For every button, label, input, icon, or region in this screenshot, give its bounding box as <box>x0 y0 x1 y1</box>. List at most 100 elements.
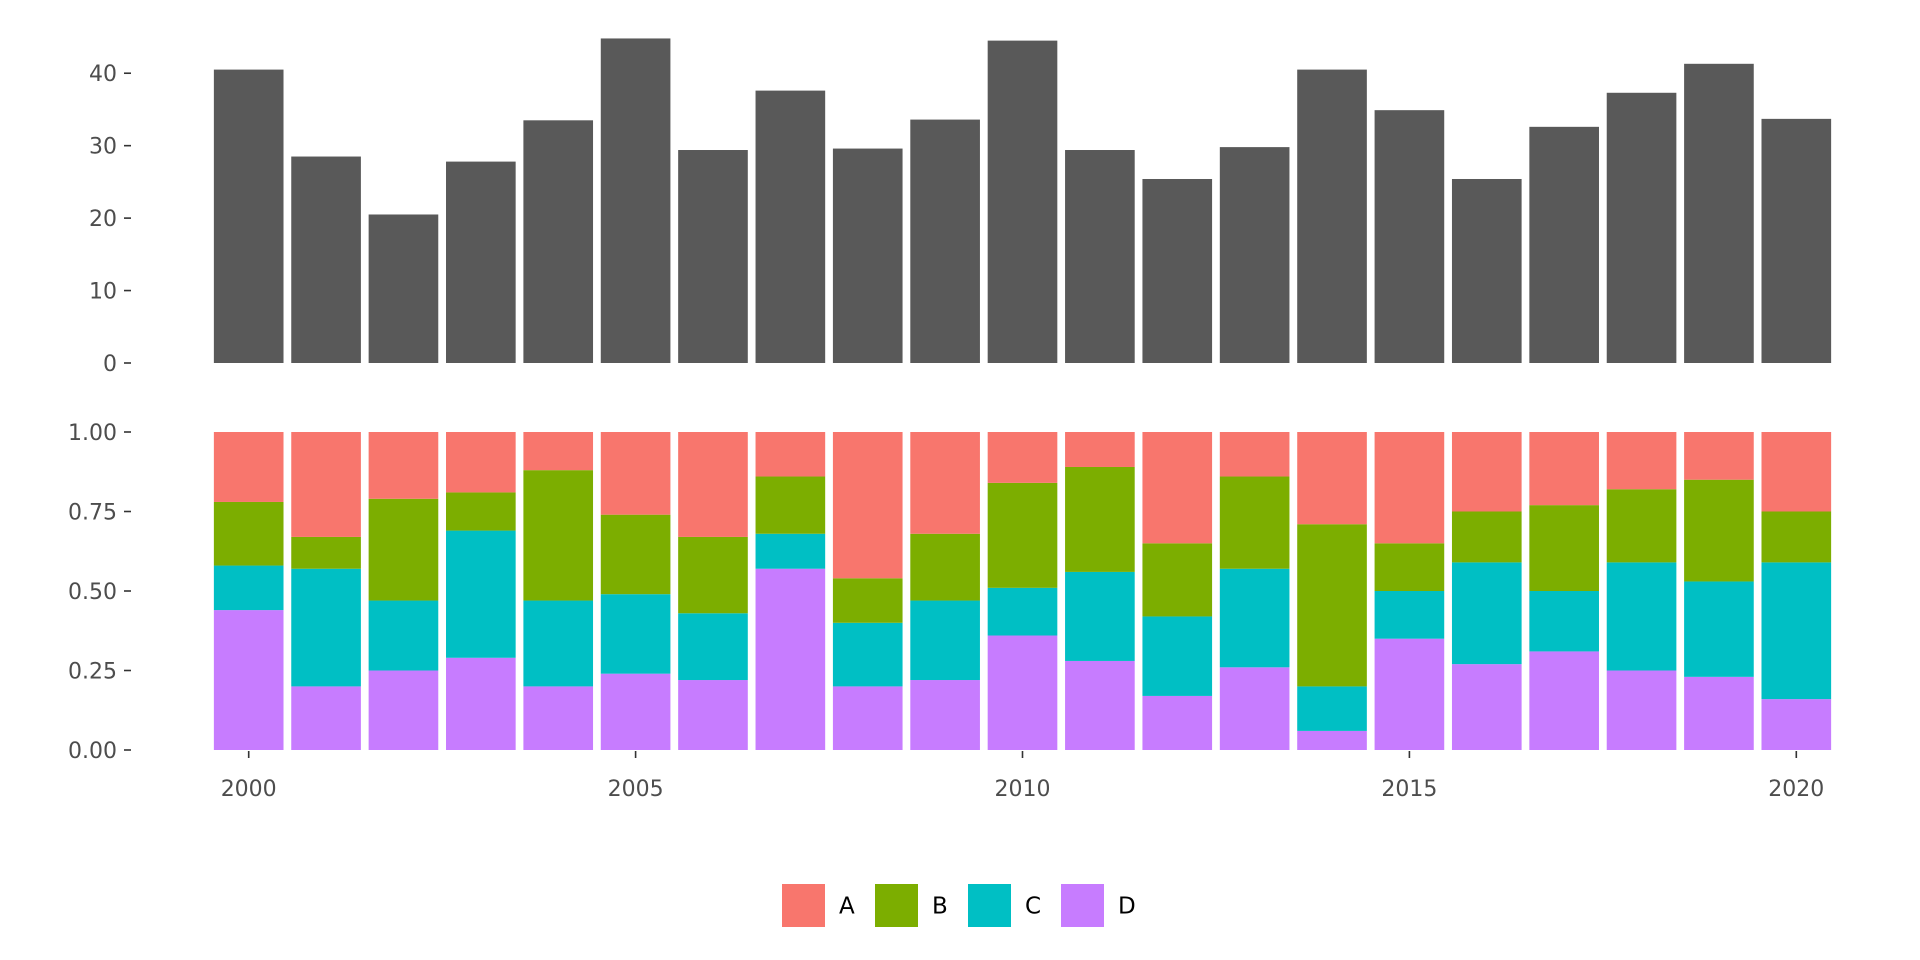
legend: A B C D <box>782 884 1136 927</box>
top-bar-2019 <box>1684 63 1754 363</box>
top-bar-2017 <box>1529 126 1599 363</box>
stacked-bar-2008-B <box>832 578 903 623</box>
top-y-tick-label: 20 <box>89 207 117 232</box>
stacked-bar-2000-D <box>213 610 284 750</box>
stacked-bar-2018-C <box>1606 562 1677 671</box>
stacked-bar-2007-A <box>755 432 826 477</box>
stacked-bar-2011-B <box>1065 466 1135 572</box>
top-bar-2012 <box>1142 178 1213 363</box>
stacked-bar-2008-D <box>832 686 903 750</box>
top-bar-2011 <box>1065 150 1135 363</box>
bottom-y-tick-label: 0.25 <box>68 660 117 685</box>
legend-label-C: C <box>1025 894 1041 920</box>
stacked-bar-2004-D <box>523 686 594 750</box>
stacked-bar-2020-C <box>1761 562 1832 700</box>
stacked-bar-2002-B <box>368 498 439 601</box>
top-y-tick-label: 0 <box>103 352 117 377</box>
x-tick-label: 2020 <box>1768 777 1824 802</box>
stacked-bar-2018-D <box>1606 670 1677 750</box>
stacked-bar-2009-C <box>910 600 980 681</box>
stacked-bar-2013-C <box>1219 568 1290 668</box>
stacked-bar-2010-D <box>987 635 1058 750</box>
x-tick-label: 2010 <box>995 777 1051 802</box>
x-axis: 2000 2005 2010 2015 2020 <box>221 751 1824 802</box>
stacked-bar-2018-A <box>1606 432 1677 490</box>
stacked-bar-2013-B <box>1219 476 1290 569</box>
stacked-bar-2012-B <box>1142 543 1213 617</box>
stacked-bar-2016-A <box>1451 432 1522 512</box>
legend-label-A: A <box>839 894 855 920</box>
top-bar-2002 <box>368 214 439 363</box>
stacked-bar-2020-D <box>1761 699 1832 750</box>
top-bar-2007 <box>755 90 826 363</box>
stacked-bar-2001-B <box>291 536 361 569</box>
legend-key-A <box>782 884 825 927</box>
stacked-bar-2005-A <box>600 432 671 515</box>
stacked-bar-2008-A <box>832 432 903 579</box>
stacked-bar-2005-C <box>600 594 671 674</box>
bottom-y-tick-label: 0.75 <box>68 501 117 526</box>
stacked-bar-2004-C <box>523 600 594 687</box>
stacked-bar-2009-A <box>910 432 980 534</box>
legend-key-C <box>968 884 1011 927</box>
stacked-bar-2000-C <box>213 565 284 611</box>
top-bar-2015 <box>1374 110 1445 364</box>
stacked-bar-2019-D <box>1684 676 1754 750</box>
top-bar-2018 <box>1606 92 1677 363</box>
top-bar-2010 <box>987 40 1058 363</box>
top-bar-2014 <box>1297 69 1367 363</box>
stacked-bar-2016-B <box>1451 511 1522 563</box>
top-y-tick-label: 30 <box>89 135 117 160</box>
stacked-bar-2020-B <box>1761 511 1832 563</box>
bottom-y-tick-label: 0.00 <box>68 739 117 764</box>
stacked-bar-2010-A <box>987 432 1058 483</box>
stacked-bar-2006-D <box>678 680 748 750</box>
stacked-bar-2001-A <box>291 432 361 537</box>
stacked-bar-2007-D <box>755 568 826 750</box>
stacked-bar-2016-D <box>1451 664 1522 750</box>
stacked-bar-2003-B <box>446 492 516 531</box>
stacked-bar-2011-C <box>1065 571 1135 661</box>
stacked-bar-2009-B <box>910 533 980 601</box>
stacked-bar-2015-D <box>1374 638 1445 750</box>
stacked-bar-2013-A <box>1219 432 1290 477</box>
stacked-bar-2016-C <box>1451 562 1522 665</box>
bottom-y-tick-label: 0.50 <box>68 580 117 605</box>
stacked-bar-2005-B <box>600 514 671 595</box>
top-bar-2000 <box>213 69 284 363</box>
stacked-bar-2015-B <box>1374 543 1445 591</box>
stacked-bar-2017-B <box>1529 505 1599 591</box>
stacked-bar-2017-C <box>1529 591 1599 652</box>
stacked-bar-2005-D <box>600 673 671 750</box>
stacked-bar-2010-B <box>987 482 1058 588</box>
legend-label-B: B <box>932 894 948 920</box>
stacked-bar-2000-A <box>213 432 284 502</box>
stacked-bar-2002-D <box>368 670 439 750</box>
stacked-bar-2018-B <box>1606 489 1677 563</box>
stacked-bar-2003-A <box>446 432 516 493</box>
top-bar-2005 <box>600 38 671 364</box>
stacked-bar-2002-C <box>368 600 439 671</box>
top-bar-2006 <box>678 150 748 363</box>
stacked-bar-2001-D <box>291 686 361 750</box>
stacked-bar-2019-C <box>1684 581 1754 677</box>
stacked-bar-2007-B <box>755 476 826 534</box>
stacked-bar-2004-A <box>523 432 594 471</box>
stacked-bar-2006-B <box>678 536 748 614</box>
top-bar-2008 <box>832 148 903 363</box>
stacked-bar-2014-D <box>1297 730 1367 750</box>
top-bar-2020 <box>1761 118 1832 364</box>
stacked-bar-2012-D <box>1142 695 1213 750</box>
top-panel-total-bars: 0 10 20 30 40 <box>89 38 1832 377</box>
stacked-bar-2013-D <box>1219 667 1290 750</box>
bottom-panel-stacked-proportion-bars: 0.00 0.25 0.50 0.75 1.00 <box>68 421 1832 764</box>
stacked-bar-2001-C <box>291 568 361 687</box>
stacked-bar-2014-B <box>1297 524 1367 687</box>
top-bar-2004 <box>523 120 594 363</box>
legend-label-D: D <box>1118 894 1136 920</box>
top-y-tick-label: 40 <box>89 62 117 87</box>
stacked-bar-2004-B <box>523 470 594 601</box>
stacked-bar-2011-A <box>1065 432 1135 467</box>
stacked-bar-2014-C <box>1297 686 1367 731</box>
